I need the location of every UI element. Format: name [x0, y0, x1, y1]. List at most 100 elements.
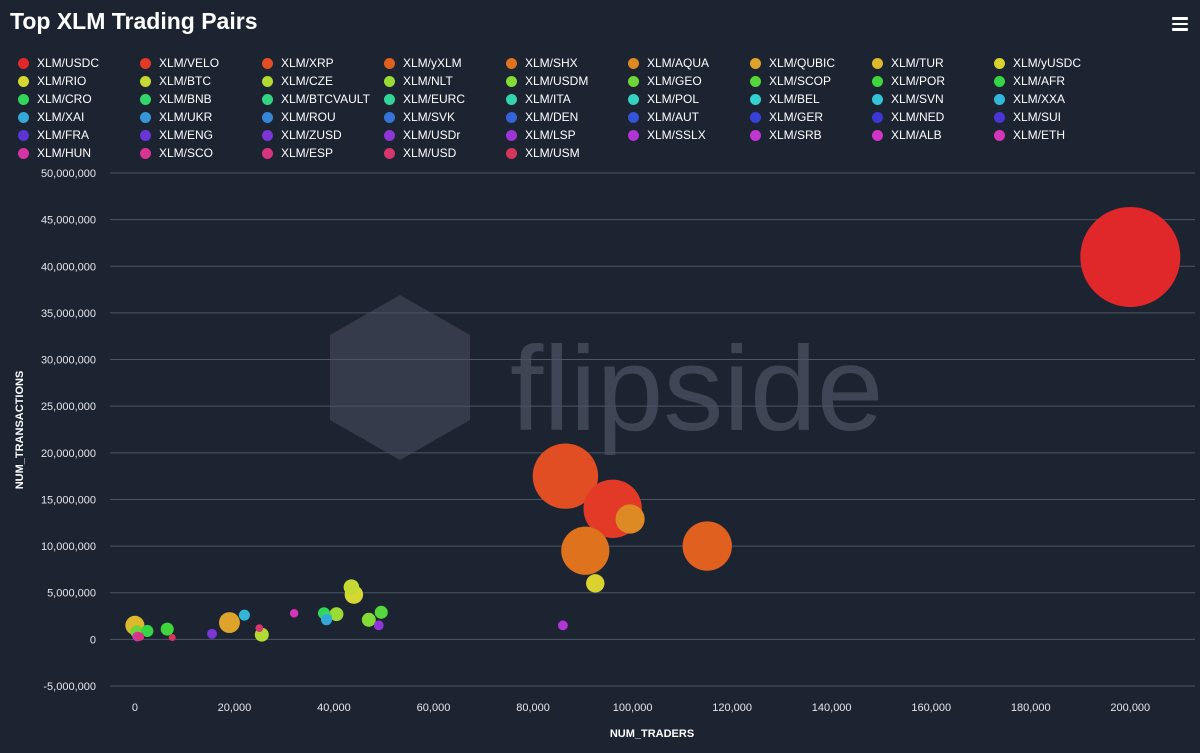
y-tick-label: 0: [90, 634, 96, 646]
legend-label: XLM/BNB: [159, 92, 212, 106]
data-point[interactable]: [289, 608, 299, 618]
legend-item[interactable]: XLM/SUI: [994, 108, 1116, 126]
legend-item[interactable]: XLM/QUBIC: [750, 54, 872, 72]
data-point[interactable]: [557, 620, 568, 631]
legend-item[interactable]: XLM/ITA: [506, 90, 628, 108]
legend-item[interactable]: XLM/SHX: [506, 54, 628, 72]
legend-item[interactable]: XLM/ETH: [994, 126, 1116, 144]
legend-item[interactable]: XLM/yUSDC: [994, 54, 1116, 72]
data-point[interactable]: [682, 521, 732, 571]
legend-item[interactable]: XLM/BTC: [140, 72, 262, 90]
legend-item[interactable]: XLM/ESP: [262, 144, 384, 162]
legend-item[interactable]: XLM/ENG: [140, 126, 262, 144]
legend-item[interactable]: XLM/XRP: [262, 54, 384, 72]
legend-item[interactable]: XLM/SSLX: [628, 126, 750, 144]
legend-item[interactable]: XLM/SVK: [384, 108, 506, 126]
legend-item[interactable]: XLM/USM: [506, 144, 628, 162]
data-point[interactable]: [329, 607, 344, 622]
legend-item[interactable]: XLM/SRB: [750, 126, 872, 144]
data-point[interactable]: [361, 612, 376, 627]
legend-item[interactable]: XLM/GEO: [628, 72, 750, 90]
legend-marker: [994, 75, 1005, 87]
legend-label: XLM/BTCVAULT: [281, 92, 370, 106]
legend-marker: [506, 129, 517, 141]
legend-item[interactable]: XLM/POR: [872, 72, 994, 90]
legend-item[interactable]: XLM/CZE: [262, 72, 384, 90]
legend-item[interactable]: XLM/SVN: [872, 90, 994, 108]
legend-item[interactable]: XLM/RIO: [18, 72, 140, 90]
legend-item[interactable]: XLM/ALB: [872, 126, 994, 144]
data-point[interactable]: [615, 504, 645, 534]
legend-marker: [140, 147, 151, 159]
legend-item[interactable]: XLM/HUN: [18, 144, 140, 162]
legend-item[interactable]: XLM/TUR: [872, 54, 994, 72]
legend-item[interactable]: XLM/BEL: [750, 90, 872, 108]
legend: XLM/USDC XLM/VELO XLM/XRP XLM/yXLM XLM/SHX XL…: [18, 54, 1116, 162]
legend-marker: [18, 75, 29, 87]
data-point[interactable]: [374, 605, 388, 619]
legend-item[interactable]: XLM/BNB: [140, 90, 262, 108]
x-axis-title: NUM_TRADERS: [610, 728, 694, 740]
legend-label: XLM/POL: [647, 92, 700, 106]
data-point[interactable]: [168, 633, 176, 641]
x-tick-label: 20,000: [218, 702, 252, 714]
legend-item[interactable]: XLM/USDr: [384, 126, 506, 144]
data-point[interactable]: [373, 620, 384, 631]
legend-item[interactable]: XLM/NED: [872, 108, 994, 126]
legend-item[interactable]: XLM/EURC: [384, 90, 506, 108]
legend-item[interactable]: XLM/BTCVAULT: [262, 90, 384, 108]
legend-item[interactable]: XLM/ZUSD: [262, 126, 384, 144]
legend-label: XLM/BEL: [769, 92, 820, 106]
data-point[interactable]: [218, 612, 240, 634]
legend-item[interactable]: XLM/UKR: [140, 108, 262, 126]
data-point[interactable]: [586, 574, 605, 593]
legend-marker: [384, 111, 395, 123]
legend-item[interactable]: XLM/FRA: [18, 126, 140, 144]
data-point[interactable]: [320, 614, 333, 626]
data-point[interactable]: [1080, 206, 1181, 307]
legend-marker: [384, 57, 395, 69]
legend-marker: [872, 57, 883, 69]
hamburger-menu-icon[interactable]: [1172, 17, 1188, 31]
legend-marker: [750, 93, 761, 105]
legend-label: XLM/SRB: [769, 128, 822, 142]
legend-marker: [384, 75, 395, 87]
legend-item[interactable]: XLM/NLT: [384, 72, 506, 90]
data-point[interactable]: [343, 579, 360, 595]
legend-item[interactable]: XLM/AFR: [994, 72, 1116, 90]
data-point[interactable]: [141, 624, 154, 638]
legend-label: XLM/USDC: [37, 56, 100, 70]
legend-item[interactable]: XLM/CRO: [18, 90, 140, 108]
legend-item[interactable]: XLM/AUT: [628, 108, 750, 126]
legend-item[interactable]: XLM/ROU: [262, 108, 384, 126]
x-tick-label: 180,000: [1011, 702, 1051, 714]
data-point[interactable]: [532, 443, 599, 509]
data-point[interactable]: [255, 624, 264, 633]
legend-item[interactable]: XLM/SCO: [140, 144, 262, 162]
legend-item[interactable]: XLM/SCOP: [750, 72, 872, 90]
legend-item[interactable]: XLM/AQUA: [628, 54, 750, 72]
x-tick-label: 200,000: [1110, 702, 1150, 714]
legend-item[interactable]: XLM/LSP: [506, 126, 628, 144]
legend-item[interactable]: XLM/USDC: [18, 54, 140, 72]
data-point[interactable]: [238, 609, 250, 621]
y-tick-label: 45,000,000: [41, 215, 96, 227]
data-point[interactable]: [135, 632, 145, 641]
legend-item[interactable]: XLM/VELO: [140, 54, 262, 72]
legend-item[interactable]: XLM/DEN: [506, 108, 628, 126]
legend-item[interactable]: XLM/XXA: [994, 90, 1116, 108]
legend-item[interactable]: XLM/POL: [628, 90, 750, 108]
legend-marker: [18, 93, 29, 105]
legend-item[interactable]: XLM/GER: [750, 108, 872, 126]
data-point[interactable]: [207, 628, 217, 639]
data-point[interactable]: [561, 526, 610, 575]
legend-item[interactable]: XLM/yXLM: [384, 54, 506, 72]
legend-item[interactable]: XLM/USD: [384, 144, 506, 162]
legend-label: XLM/USM: [525, 146, 580, 160]
legend-label: XLM/HUN: [37, 146, 92, 160]
y-tick-label: 50,000,000: [41, 168, 96, 180]
data-point[interactable]: [160, 622, 174, 636]
legend-marker: [994, 129, 1005, 141]
legend-item[interactable]: XLM/XAI: [18, 108, 140, 126]
legend-item[interactable]: XLM/USDM: [506, 72, 628, 90]
